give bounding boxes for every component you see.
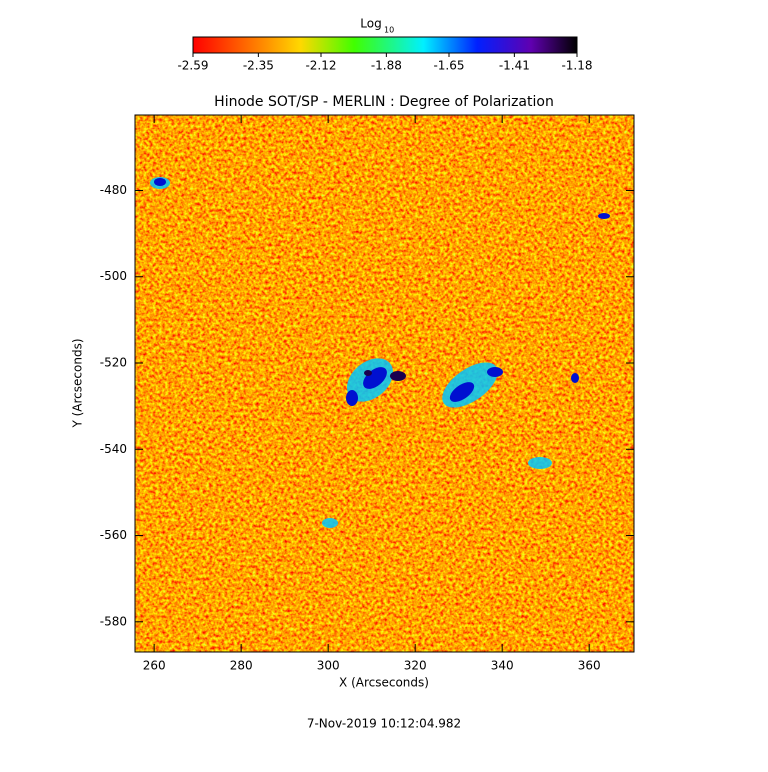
colorbar-label-subscript: 10 bbox=[384, 26, 394, 35]
blobs-core bbox=[364, 370, 406, 381]
colorbar-tick-label: -2.12 bbox=[305, 59, 336, 73]
blobs-inner bbox=[154, 178, 610, 406]
colorbar-tick-label: -2.35 bbox=[243, 59, 274, 73]
y-tick-label: -540 bbox=[100, 442, 127, 456]
y-tick-label: -480 bbox=[100, 183, 127, 197]
y-tick-label: -580 bbox=[100, 614, 127, 628]
y-tick-label: -520 bbox=[100, 356, 127, 370]
x-tick-label: 320 bbox=[404, 659, 427, 673]
colorbar-tick-label: -1.41 bbox=[499, 59, 530, 73]
colorbar bbox=[192, 36, 578, 54]
footer-timestamp: 7-Nov-2019 10:12:04.982 bbox=[307, 717, 461, 731]
x-tick-label: 300 bbox=[317, 659, 340, 673]
y-tick-label: -500 bbox=[100, 269, 127, 283]
colorbar-tick-label: -2.59 bbox=[177, 59, 208, 73]
colorbar-label: Log bbox=[360, 17, 381, 31]
x-axis-label: X (Arcseconds) bbox=[339, 676, 429, 690]
colorbar-tick-label: -1.88 bbox=[371, 59, 402, 73]
y-tick-label: -560 bbox=[100, 528, 127, 542]
chart-title: Hinode SOT/SP - MERLIN : Degree of Polar… bbox=[214, 94, 554, 110]
x-tick-label: 360 bbox=[578, 659, 601, 673]
colorbar-tick-label: -1.65 bbox=[433, 59, 464, 73]
x-tick-label: 340 bbox=[491, 659, 514, 673]
heatmap-image bbox=[135, 115, 634, 652]
colorbar-tick-label: -1.18 bbox=[561, 59, 592, 73]
y-axis-label: Y (Arcseconds) bbox=[71, 338, 85, 428]
x-tick-label: 260 bbox=[143, 659, 166, 673]
x-tick-label: 280 bbox=[230, 659, 253, 673]
plot-frame bbox=[134, 114, 635, 653]
